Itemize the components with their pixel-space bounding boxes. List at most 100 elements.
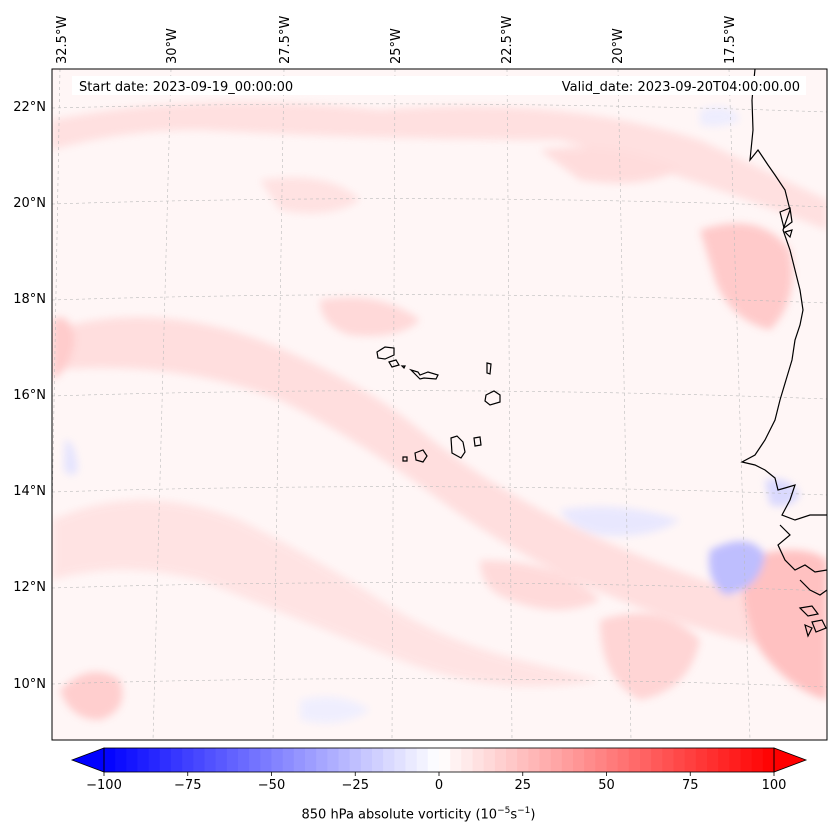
colorbar-swatch xyxy=(450,748,462,772)
vorticity-band-positive xyxy=(740,550,827,700)
vorticity-band-positive xyxy=(52,102,827,230)
vorticity-band-positive xyxy=(260,177,360,214)
colorbar-swatch xyxy=(762,748,775,772)
colorbar-swatch xyxy=(104,748,116,772)
colorbar-swatch xyxy=(282,748,295,772)
vorticity-band-positive xyxy=(52,317,75,380)
colorbar-swatch xyxy=(327,748,340,772)
colorbar-swatch xyxy=(349,748,362,772)
vorticity-band-positive xyxy=(700,223,793,330)
colorbar-swatch xyxy=(751,748,764,772)
colorbar-swatch xyxy=(316,748,328,772)
africa-coastline xyxy=(804,623,813,638)
colorbar-swatch xyxy=(383,748,395,772)
colorbar-swatch xyxy=(584,748,596,772)
colorbar-swatch xyxy=(595,748,608,772)
lon-label: 30°W xyxy=(165,28,180,64)
colorbar-label: 850 hPa absolute vorticity (10−5s−1) xyxy=(301,806,536,823)
longitude-labels: 32.5°W 30°W 27.5°W 25°W 22.5°W 20°W 17.5… xyxy=(55,16,738,64)
vorticity-band-positive xyxy=(52,500,600,687)
colorbar-tick-label: 75 xyxy=(682,778,699,793)
island-sao-nicolau xyxy=(408,368,439,380)
island-boa-vista xyxy=(484,390,501,406)
colorbar-swatch xyxy=(718,748,730,772)
island-sao-vicente xyxy=(388,359,400,368)
colorbar-swatch xyxy=(528,748,541,772)
africa-coastline xyxy=(798,605,820,617)
colorbar-swatch xyxy=(338,748,351,772)
gridlines xyxy=(52,69,827,740)
vorticity-band-negative xyxy=(560,506,680,536)
africa-coastline xyxy=(799,579,827,596)
colorbar-tick-label: −25 xyxy=(342,778,369,793)
colorbar-swatch xyxy=(439,748,451,772)
colorbar-swatch xyxy=(226,748,239,772)
vorticity-band-negative xyxy=(700,106,740,127)
colorbar-swatch xyxy=(550,748,563,772)
colorbar-swatch xyxy=(249,748,261,772)
colorbar-swatch xyxy=(204,748,217,772)
colorbar-tick-label: 100 xyxy=(762,778,787,793)
vorticity-band-positive xyxy=(52,317,827,660)
colorbar-swatch xyxy=(159,748,172,772)
colorbar-tick-label: −75 xyxy=(174,778,201,793)
island-fogo xyxy=(414,449,428,463)
africa-coastline xyxy=(811,619,827,633)
colorbar-swatch xyxy=(707,748,719,772)
lat-label: 22°N xyxy=(13,100,46,115)
vorticity-band-positive xyxy=(480,560,600,610)
colorbar-swatch xyxy=(405,748,418,772)
colorbar-swatch xyxy=(260,748,273,772)
island-santiago xyxy=(450,435,466,459)
vorticity-band-positive xyxy=(600,613,700,700)
lon-label: 27.5°W xyxy=(278,16,293,64)
colorbar-swatch xyxy=(651,748,663,772)
colorbar-swatch xyxy=(506,748,518,772)
colorbar-swatch xyxy=(472,748,485,772)
cabo-verde-islands xyxy=(376,346,501,463)
colorbar-swatch xyxy=(494,748,507,772)
lon-label: 32.5°W xyxy=(55,16,70,64)
colorbar-swatch xyxy=(573,748,585,772)
island-santo-antao xyxy=(376,346,395,360)
colorbar-swatch xyxy=(293,748,306,772)
lon-label: 17.5°W xyxy=(723,16,738,64)
colorbar-swatch xyxy=(617,748,630,772)
colorbar-swatch xyxy=(305,748,317,772)
colorbar-tick-label: −50 xyxy=(258,778,285,793)
colorbar-tick-label: 50 xyxy=(598,778,615,793)
colorbar-swatch xyxy=(673,748,686,772)
lat-label: 20°N xyxy=(13,196,46,211)
africa-coastline xyxy=(777,524,827,573)
colorbar-extend-max xyxy=(773,747,808,773)
latitude-labels: 22°N 20°N 18°N 16°N 14°N 12°N 10°N xyxy=(13,100,46,692)
colorbar-swatch xyxy=(461,748,474,772)
colorbar-swatch xyxy=(729,748,742,772)
colorbar-swatch xyxy=(740,748,753,772)
lon-label: 22.5°W xyxy=(500,16,515,64)
colorbar-swatch xyxy=(662,748,675,772)
colorbar-swatch xyxy=(148,748,161,772)
valid-date-label: Valid_date: 2023-09-20T04:00:00.00 xyxy=(562,80,800,95)
colorbar-swatch xyxy=(416,748,429,772)
colorbar-tick-label: −100 xyxy=(86,778,122,793)
vorticity-band-negative xyxy=(300,696,370,724)
vorticity-band-negative xyxy=(64,440,78,475)
lat-label: 18°N xyxy=(13,292,46,307)
island-maio xyxy=(473,436,482,447)
colorbar-tick-label: 0 xyxy=(435,778,443,793)
start-date-label: Start date: 2023-09-19_00:00:00 xyxy=(79,80,293,95)
coastline xyxy=(740,69,827,638)
island-sal xyxy=(486,362,492,375)
colorbar-swatch xyxy=(394,748,407,772)
colorbar-swatch xyxy=(126,748,139,772)
colorbar-swatch xyxy=(561,748,574,772)
colorbar-swatch xyxy=(628,748,641,772)
colorbar-swatch xyxy=(483,748,496,772)
lat-label: 14°N xyxy=(13,484,46,499)
island-brava xyxy=(402,456,408,462)
colorbar-swatch xyxy=(215,748,228,772)
lat-label: 10°N xyxy=(13,677,46,692)
map-panel: Start date: 2023-09-19_00:00:00 Valid_da… xyxy=(51,68,828,741)
